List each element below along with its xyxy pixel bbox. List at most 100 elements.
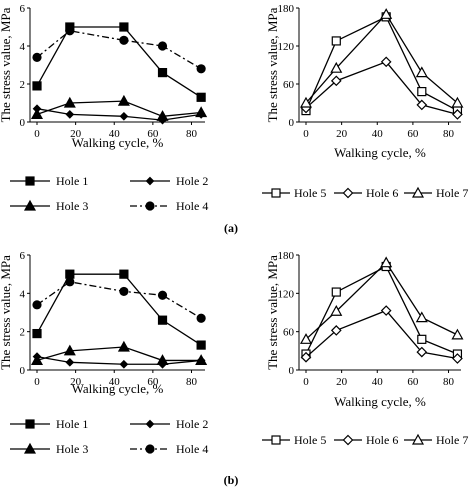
y-tick-label: 6 — [20, 250, 26, 262]
data-point — [330, 304, 343, 316]
data-point — [196, 313, 206, 323]
y-tick-label: 0 — [20, 117, 26, 129]
data-point — [65, 110, 75, 119]
y-tick-label: 60 — [283, 79, 295, 91]
data-point — [415, 66, 428, 78]
x-tick-label: 80 — [443, 128, 455, 140]
data-point — [63, 96, 76, 108]
data-point — [299, 96, 313, 108]
x-tick-label: 0 — [34, 128, 40, 140]
legend-label: Hole 3 — [56, 199, 88, 213]
data-point — [157, 290, 168, 300]
data-point — [417, 334, 427, 344]
x-axis-label: Walking cycle, % — [72, 135, 164, 150]
data-point — [452, 353, 463, 364]
legend-marker — [342, 187, 354, 199]
data-point — [300, 351, 312, 363]
legend-marker — [271, 435, 281, 445]
legend-marker — [342, 434, 354, 446]
data-point — [32, 52, 42, 63]
x-tick-label: 40 — [109, 376, 121, 388]
data-point — [119, 22, 129, 32]
series-line — [36, 100, 202, 117]
y-tick-label: 180 — [278, 3, 295, 15]
data-point — [330, 325, 342, 336]
data-point — [380, 56, 392, 68]
legend-label: Hole 3 — [56, 442, 88, 456]
x-tick-label: 60 — [407, 376, 419, 388]
y-tick-label: 2 — [20, 79, 26, 91]
data-point — [416, 99, 428, 111]
legend-marker — [145, 419, 155, 429]
data-point — [156, 354, 169, 366]
y-tick-label: 120 — [278, 288, 295, 300]
y-tick-label: 4 — [20, 41, 26, 53]
data-point — [157, 315, 168, 325]
legend-label: Hole 5 — [294, 186, 326, 200]
y-axis-label: The stress value, MPa — [0, 255, 13, 370]
legend-label: Hole 2 — [176, 417, 208, 431]
series-line — [36, 281, 202, 319]
data-point — [119, 359, 129, 369]
legend-label: Hole 1 — [56, 417, 88, 431]
x-tick-label: 80 — [186, 128, 198, 140]
data-point — [451, 96, 464, 108]
data-point — [30, 354, 44, 366]
legend-label: Hole 2 — [176, 174, 208, 188]
data-point — [299, 333, 313, 344]
data-point — [195, 106, 208, 118]
data-point — [417, 86, 427, 97]
data-point — [119, 111, 129, 121]
y-tick-label: 120 — [278, 41, 295, 53]
x-tick-label: 80 — [186, 376, 198, 388]
data-point — [65, 269, 75, 279]
data-point — [65, 277, 75, 287]
x-tick-label: 60 — [407, 128, 419, 140]
data-point — [32, 81, 42, 91]
data-point — [117, 94, 130, 106]
data-point — [380, 305, 392, 316]
legend-marker — [25, 176, 35, 186]
data-point — [119, 269, 129, 279]
legend-marker — [25, 419, 35, 429]
data-point — [415, 311, 428, 323]
series-line — [36, 273, 202, 346]
y-axis-label: The stress value, MPa — [0, 7, 13, 122]
series-line — [305, 61, 458, 116]
data-point — [65, 26, 75, 36]
x-tick-label: 20 — [336, 128, 348, 140]
series-line — [36, 346, 202, 362]
data-point — [416, 346, 428, 358]
data-point — [32, 328, 42, 339]
data-point — [195, 354, 208, 366]
data-point — [30, 108, 44, 120]
data-point — [119, 286, 129, 297]
series-line — [305, 261, 458, 340]
data-point — [196, 64, 206, 74]
x-tick-label: 0 — [34, 376, 40, 388]
data-point — [32, 300, 42, 310]
legend-marker — [411, 186, 425, 198]
legend-label: Hole 7 — [436, 186, 468, 200]
legend-marker — [271, 188, 281, 198]
data-point — [157, 41, 168, 51]
x-tick-label: 20 — [70, 128, 82, 140]
x-tick-label: 40 — [109, 128, 121, 140]
y-axis-label: The stress value, MPa — [265, 255, 280, 370]
y-tick-label: 4 — [20, 288, 26, 300]
legend-label: Hole 7 — [436, 433, 468, 447]
panel-label-a: (a) — [224, 221, 238, 235]
data-point — [452, 109, 463, 120]
legend-label: Hole 1 — [56, 174, 88, 188]
x-axis-label: Walking cycle, % — [72, 381, 164, 396]
x-tick-label: 0 — [303, 128, 309, 140]
legend-label: Hole 5 — [294, 433, 326, 447]
x-axis-label: Walking cycle, % — [334, 145, 426, 160]
legend-label: Hole 6 — [366, 186, 398, 200]
data-point — [330, 75, 342, 87]
legend-label: Hole 4 — [176, 199, 208, 213]
legend-marker — [145, 444, 155, 454]
legend-label: Hole 4 — [176, 442, 208, 456]
data-point — [117, 340, 130, 352]
